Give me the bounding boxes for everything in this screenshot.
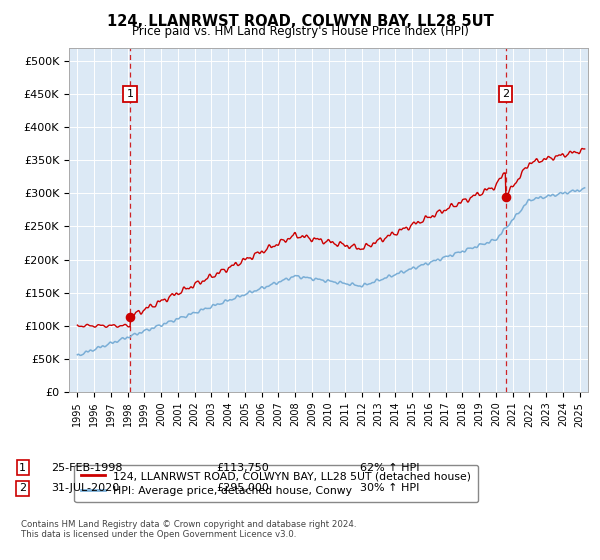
Text: Price paid vs. HM Land Registry's House Price Index (HPI): Price paid vs. HM Land Registry's House …	[131, 25, 469, 38]
Text: £113,750: £113,750	[216, 463, 269, 473]
Text: 1: 1	[127, 89, 134, 99]
Text: £295,000: £295,000	[216, 483, 269, 493]
Text: Contains HM Land Registry data © Crown copyright and database right 2024.
This d: Contains HM Land Registry data © Crown c…	[21, 520, 356, 539]
Text: 31-JUL-2020: 31-JUL-2020	[51, 483, 119, 493]
Text: 62% ↑ HPI: 62% ↑ HPI	[360, 463, 419, 473]
Legend: 124, LLANRWST ROAD, COLWYN BAY, LL28 5UT (detached house), HPI: Average price, d: 124, LLANRWST ROAD, COLWYN BAY, LL28 5UT…	[74, 465, 478, 502]
Text: 2: 2	[19, 483, 26, 493]
Point	[125, 312, 135, 321]
Text: 1: 1	[19, 463, 26, 473]
Text: 2: 2	[502, 89, 509, 99]
Text: 30% ↑ HPI: 30% ↑ HPI	[360, 483, 419, 493]
Point	[501, 192, 511, 201]
Text: 124, LLANRWST ROAD, COLWYN BAY, LL28 5UT: 124, LLANRWST ROAD, COLWYN BAY, LL28 5UT	[107, 14, 493, 29]
Text: 25-FEB-1998: 25-FEB-1998	[51, 463, 122, 473]
